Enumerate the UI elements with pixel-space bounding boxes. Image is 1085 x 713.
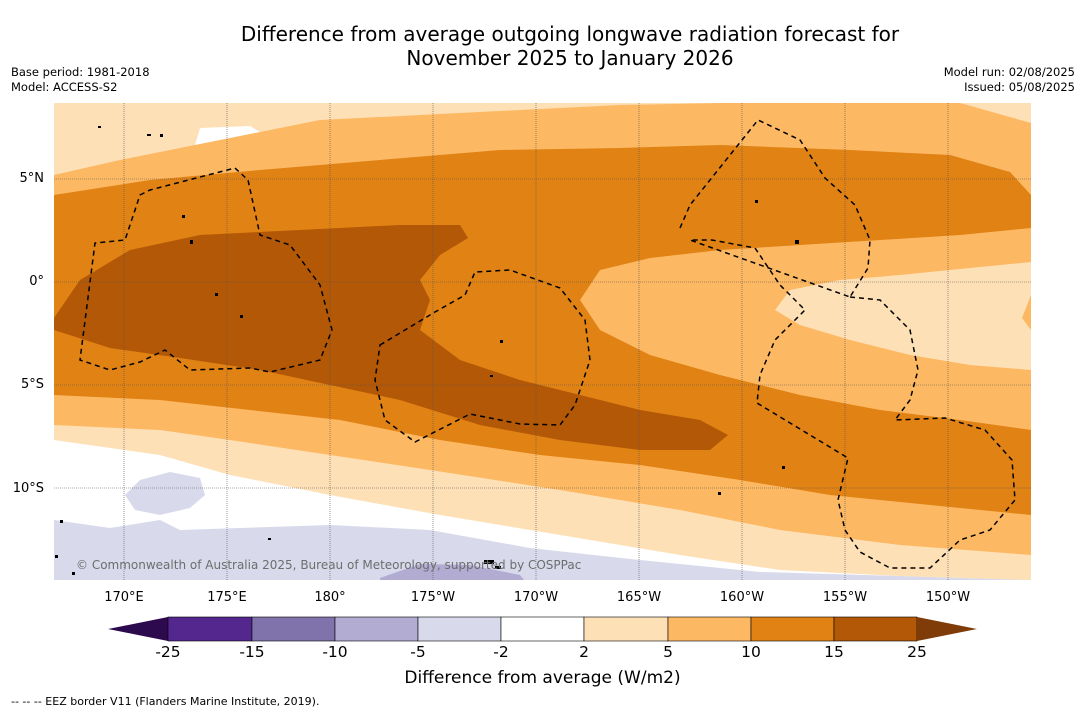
colorbar-segment [417, 616, 502, 642]
colorbar-tick: -15 [239, 643, 265, 661]
chart-title: Difference from average outgoing longwav… [200, 22, 940, 70]
contour-2-intrusion [775, 262, 1031, 370]
contour-neg-2 [54, 520, 1031, 580]
title-line-1: Difference from average outgoing longwav… [240, 22, 900, 46]
colorbar-segment [500, 616, 585, 642]
colorbar-tick: -10 [322, 643, 348, 661]
contour-neg-2-patch [125, 472, 205, 515]
colorbar-segment [251, 616, 336, 642]
lon-label-155w: 155°W [822, 590, 868, 605]
colorbar-segment [583, 616, 669, 642]
eez-legend-note: -- -- -- EEZ border V11 (Flanders Marine… [11, 695, 320, 708]
lon-label-150w: 150°W [925, 590, 971, 605]
lat-label-5n: 5°N [19, 171, 45, 186]
colorbar-tick: -5 [410, 643, 426, 661]
graticule [54, 103, 1031, 580]
eez-west [79, 167, 333, 373]
colorbar-tick: 5 [663, 643, 673, 661]
lon-label-175w: 175°W [410, 590, 456, 605]
islands [55, 126, 799, 575]
colorbar-tick: -25 [155, 643, 181, 661]
colorbar-extend-high [917, 617, 977, 641]
eez-borders [79, 119, 1016, 569]
eez-central [374, 269, 591, 443]
title-line-2: November 2025 to January 2026 [406, 46, 734, 70]
lat-label-0: 0° [29, 274, 44, 289]
issued-date: Issued: 05/08/2025 [964, 80, 1075, 94]
meta-left: Base period: 1981-2018 Model: ACCESS-S2 [11, 65, 150, 95]
eez-east-upper [679, 119, 871, 298]
lat-label-10s: 10°S [12, 481, 44, 496]
colorbar-segment [667, 616, 752, 642]
colorbar-tick: -2 [493, 643, 509, 661]
colorbar [108, 616, 977, 642]
meta-right: Model run: 02/08/2025 Issued: 05/08/2025 [944, 65, 1075, 95]
lon-label-170e: 170°E [104, 590, 144, 605]
lat-label-5s: 5°S [20, 377, 44, 392]
colorbar-label: Difference from average (W/m2) [404, 668, 681, 688]
colorbar-segment [167, 616, 253, 642]
model-run: Model run: 02/08/2025 [943, 65, 1075, 79]
colorbar-tick: 15 [824, 643, 844, 661]
colorbar-extend-low [108, 617, 168, 641]
colorbar-segment [750, 616, 835, 642]
colorbar-segment [833, 616, 918, 642]
base-period: Base period: 1981-2018 [11, 65, 150, 79]
colorbar-tick: 2 [579, 643, 589, 661]
map-area [54, 103, 1031, 580]
lon-label-175e: 175°E [207, 590, 247, 605]
lon-label-170w: 170°W [513, 590, 559, 605]
contour-neg-5 [380, 564, 524, 580]
copyright-text: © Commonwealth of Australia 2025, Bureau… [76, 558, 582, 572]
model-name: Model: ACCESS-S2 [11, 80, 118, 94]
lon-label-165w: 165°W [616, 590, 662, 605]
eez-east-mid [689, 239, 1016, 569]
lon-label-160w: 160°W [719, 590, 765, 605]
colorbar-tick: 10 [741, 643, 761, 661]
colorbar-tick: 25 [907, 643, 927, 661]
lon-label-180: 180° [314, 590, 346, 605]
contour-15 [54, 225, 728, 450]
colorbar-segment [334, 616, 419, 642]
